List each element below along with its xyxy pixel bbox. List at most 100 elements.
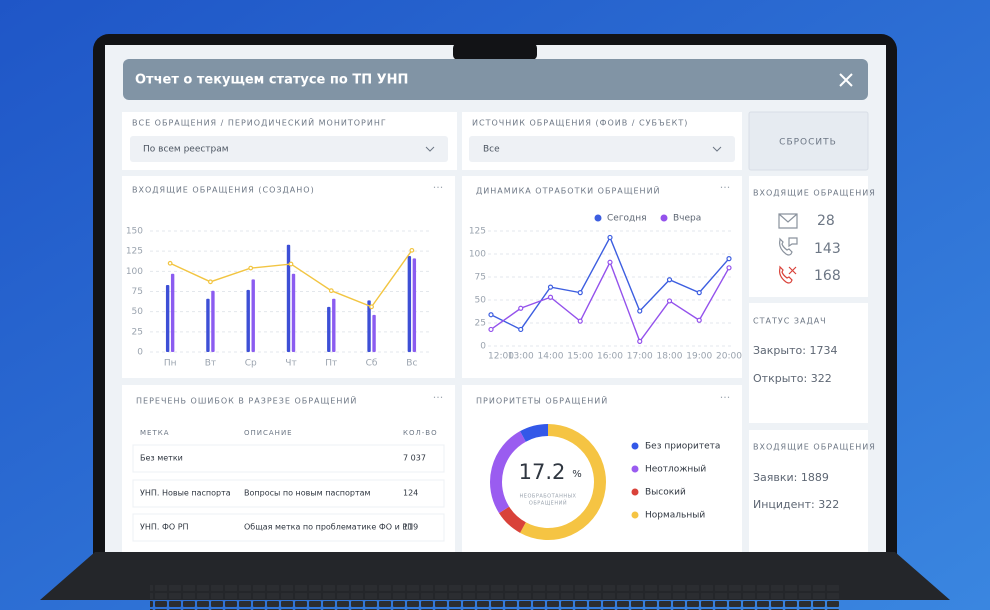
donut-segment — [490, 431, 527, 514]
y-tick-label: 150 — [126, 227, 143, 237]
x-tick-label: 18:00 — [657, 352, 683, 362]
chevron — [712, 146, 722, 152]
center-value: 17.2 — [519, 460, 566, 484]
legend-label: Неотложный — [645, 465, 706, 475]
bar — [291, 273, 296, 352]
y-tick-label: 125 — [469, 227, 486, 237]
stat-panel — [749, 176, 868, 297]
y-tick-label: 125 — [126, 247, 143, 257]
legend-label: Нормальный — [645, 511, 705, 521]
cell: Общая метка по проблематике ФО и РП — [244, 523, 413, 532]
point — [547, 284, 554, 290]
filter-select[interactable] — [130, 136, 448, 162]
point — [666, 277, 673, 283]
filter-value: Все — [483, 145, 500, 155]
x-tick-label: Вс — [406, 359, 417, 369]
filter-value: По всем реестрам — [143, 145, 229, 155]
chat-phone-icon — [779, 237, 798, 256]
x-tick-label: 12:00 — [488, 352, 514, 362]
cell: 119 — [403, 523, 418, 532]
point — [547, 294, 554, 300]
bar — [327, 306, 331, 352]
point — [607, 234, 613, 241]
table: МЕТКА ОПИСАНИЕ КОЛ-ВО Без метки 7 037 УНП. Но… — [132, 429, 445, 542]
legend-label: Вчера — [673, 214, 701, 224]
column-header: МЕТКА — [140, 429, 170, 437]
x-tick-label: 20:00 — [716, 352, 742, 362]
table-row — [132, 444, 445, 473]
stat-value: 28 — [817, 213, 835, 229]
stat-panel — [749, 430, 868, 552]
stat-title: ВХОДЯЩИЕ ОБРАЩЕНИЯ — [753, 189, 876, 198]
stat-value: 168 — [814, 268, 841, 284]
cell: УНП. Новые паспорта — [140, 489, 231, 498]
x-tick-label: Пт — [325, 359, 337, 369]
stat-title: ВХОДЯЩИЕ ОБРАЩЕНИЯ — [753, 443, 876, 452]
table-row — [132, 513, 445, 542]
x-tick-label: 13:00 — [508, 352, 534, 362]
mail-icon — [778, 213, 798, 229]
point — [666, 298, 673, 304]
bar — [286, 244, 291, 352]
column-header: КОЛ-ВО — [403, 429, 438, 437]
cell: УНП. ФО РП — [140, 523, 189, 532]
bar — [407, 256, 412, 352]
point — [637, 308, 643, 314]
point — [208, 279, 213, 285]
chart-title: ВХОДЯЩИЕ ОБРАЩЕНИЯ (СОЗДАНО) — [132, 186, 315, 195]
point — [369, 304, 374, 310]
y-tick-label: 25 — [475, 319, 486, 329]
close-button[interactable] — [839, 73, 853, 87]
bar — [206, 298, 210, 352]
stat-title: СТАТУС ЗАДАЧ — [753, 317, 827, 326]
legend-swatch — [631, 442, 639, 450]
legend-label: Без приоритета — [645, 442, 720, 452]
y-tick-label: 0 — [480, 342, 486, 352]
menu-dots[interactable]: ··· — [433, 391, 444, 404]
bar — [367, 300, 371, 352]
point — [488, 326, 494, 333]
menu-dots[interactable]: ··· — [433, 181, 444, 194]
point — [167, 260, 173, 266]
stat-line: Инцидент: 322 — [753, 498, 839, 511]
point — [607, 259, 613, 265]
donut-segment — [520, 424, 606, 540]
reset-label: СБРОСИТЬ — [779, 138, 837, 148]
icons — [778, 213, 798, 284]
cell: Вопросы по новым паспортам — [244, 489, 371, 498]
keyboard — [150, 584, 840, 610]
x-tick-label: 15:00 — [567, 352, 593, 362]
point — [696, 317, 702, 323]
filter-select[interactable] — [469, 136, 735, 162]
y-tick-label: 100 — [469, 250, 486, 260]
point — [726, 265, 732, 271]
legend-swatch — [631, 465, 639, 473]
reset-button[interactable] — [748, 111, 869, 171]
legend-swatch — [631, 511, 639, 519]
point — [288, 261, 294, 267]
center-unit: % — [572, 469, 582, 480]
x-tick-label: Ср — [245, 359, 257, 369]
chart-title: ДИНАМИКА ОТРАБОТКИ ОБРАЩЕНИЙ — [476, 185, 661, 196]
menu-dots[interactable]: ··· — [720, 181, 731, 194]
bar — [165, 285, 170, 352]
cell: 124 — [403, 489, 418, 498]
donut-segment — [499, 506, 527, 533]
donut-segment — [520, 424, 549, 442]
cell: 7 037 — [403, 454, 426, 463]
menu-dots[interactable]: ··· — [720, 391, 731, 404]
camera-notch — [453, 43, 537, 60]
header-bar — [123, 59, 868, 100]
legend-label: Высокий — [645, 488, 686, 498]
x-tick-label: Пн — [164, 359, 177, 369]
bar — [246, 289, 250, 352]
stat-panel — [749, 303, 868, 423]
center-caption: НЕОБРАБОТАННЫХ — [520, 494, 577, 500]
legend-swatch — [660, 214, 668, 222]
bar — [211, 290, 215, 352]
point — [637, 338, 643, 344]
center-caption: ОБРАЩЕНИЙ — [529, 500, 567, 507]
